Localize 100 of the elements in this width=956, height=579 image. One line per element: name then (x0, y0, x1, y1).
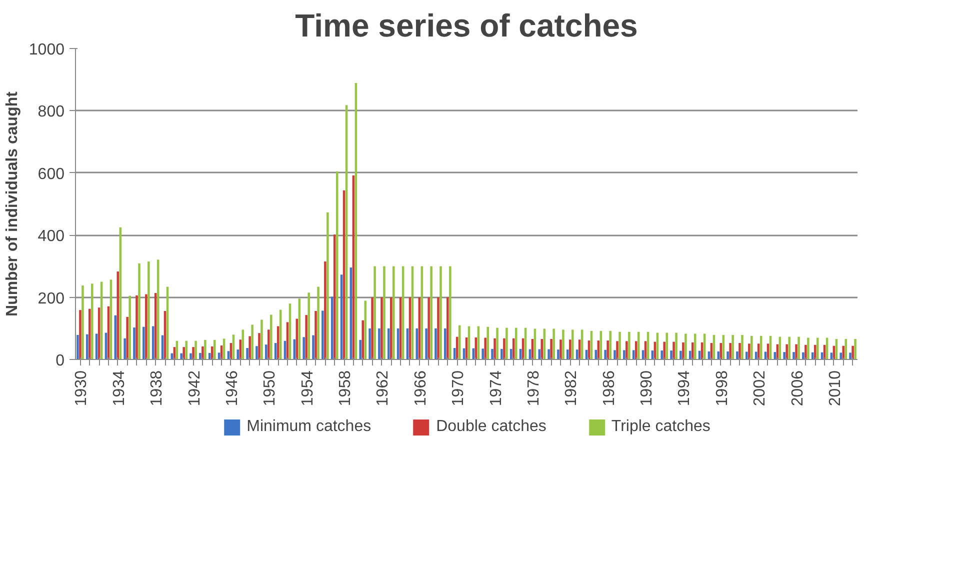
bar (236, 350, 239, 360)
bar (82, 285, 84, 360)
bar (142, 326, 145, 360)
bar (378, 328, 380, 360)
chart-title: Time series of catches (295, 8, 638, 44)
y-tick-label: 400 (38, 228, 65, 246)
bar (538, 349, 540, 360)
bar (628, 332, 630, 360)
bar (326, 212, 329, 360)
bar (128, 296, 131, 360)
bar (317, 286, 320, 360)
bar (383, 266, 386, 360)
bar (440, 266, 442, 360)
x-tick-label: 1946 (224, 370, 241, 406)
bar (484, 338, 486, 360)
bar (124, 338, 126, 360)
x-tick-label: 1974 (488, 370, 505, 406)
bar (691, 342, 694, 360)
bar (746, 352, 748, 360)
bar (76, 334, 79, 360)
bar (562, 330, 564, 360)
bar (185, 340, 188, 360)
bar (804, 344, 807, 360)
bar (552, 328, 555, 360)
y-tick-label: 800 (38, 104, 65, 121)
bar (428, 297, 430, 360)
bar (312, 335, 314, 360)
bar (204, 340, 206, 360)
bar (852, 346, 854, 360)
bar (506, 328, 508, 360)
bar (732, 334, 734, 360)
bar (256, 346, 258, 360)
y-axis-title: Number of individuals caught (4, 90, 21, 316)
bar (802, 352, 804, 360)
x-tick-label: 1970 (450, 370, 468, 406)
bar (491, 348, 494, 360)
bar (446, 297, 449, 360)
bar (79, 310, 82, 360)
bar (616, 341, 618, 360)
bar (322, 310, 324, 360)
bar (672, 342, 675, 360)
bar (444, 328, 446, 360)
bar (324, 262, 326, 360)
bar (374, 266, 376, 360)
bar (844, 338, 848, 360)
x-tick-label: 2006 (789, 370, 806, 406)
bar (807, 338, 810, 360)
x-tick-label: 1994 (676, 370, 694, 406)
bar (750, 336, 753, 360)
bar (738, 343, 741, 360)
bar (684, 334, 687, 360)
bar (133, 327, 136, 360)
bar (88, 308, 91, 360)
bar (138, 263, 140, 360)
bar (748, 344, 750, 360)
bar (726, 351, 729, 360)
bar (260, 320, 263, 360)
y-tick-label: 0 (56, 352, 65, 370)
bar (854, 338, 856, 360)
x-tick-label: 1938 (148, 370, 166, 406)
bar (213, 340, 216, 360)
x-tick-label: 1998 (714, 370, 731, 406)
bar (614, 350, 616, 360)
bar (609, 330, 612, 360)
y-tick-label: 1000 (28, 42, 65, 58)
bar (486, 326, 489, 360)
bar (566, 350, 569, 360)
x-tick-label: 1958 (337, 370, 354, 406)
bar (496, 328, 498, 360)
bar (194, 340, 197, 360)
legend-label: Minimum catches (246, 418, 372, 436)
bar (364, 300, 367, 360)
bar (840, 352, 842, 360)
bar (606, 340, 609, 360)
x-tick-label: 1990 (638, 370, 656, 406)
bar (717, 351, 720, 360)
y-tick-label: 600 (38, 166, 65, 183)
bar (182, 347, 185, 360)
bar (265, 344, 268, 360)
bar (86, 334, 88, 360)
x-tick-label: 2010 (826, 370, 844, 406)
bar (268, 330, 270, 360)
bar (798, 336, 800, 360)
x-tick-label: 1950 (262, 370, 279, 406)
bar (783, 352, 786, 360)
bar (494, 338, 496, 360)
x-tick-label: 1930 (73, 370, 90, 406)
bar (202, 346, 204, 360)
bar (514, 328, 518, 360)
bar (248, 336, 251, 360)
bar (557, 350, 560, 360)
bar (145, 294, 148, 360)
x-tick-label: 1962 (374, 370, 392, 406)
bar (604, 350, 606, 360)
bar (305, 315, 308, 360)
bar (199, 352, 202, 360)
bar (416, 328, 418, 360)
bar (741, 334, 744, 360)
bar (786, 344, 788, 360)
bar (430, 266, 432, 360)
